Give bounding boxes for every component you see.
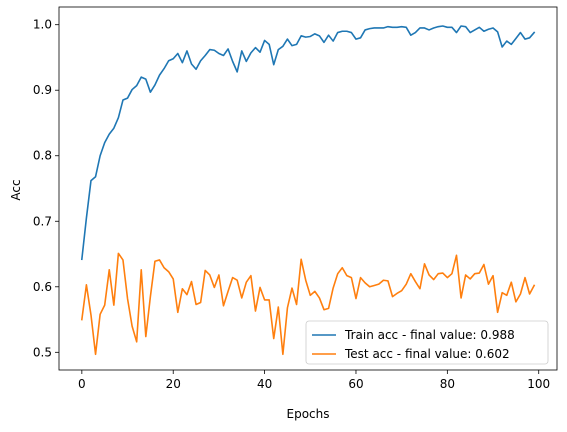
legend: Train acc - final value: 0.988 Test acc … (305, 320, 549, 365)
y-tick-label: 0.5 (33, 345, 52, 359)
x-tick-label: 80 (440, 377, 455, 391)
y-tick-label: 0.9 (33, 83, 52, 97)
y-tick-label: 1.0 (33, 18, 52, 32)
y-axis-label: Acc (9, 179, 23, 200)
plot-frame (58, 6, 558, 371)
y-tick-label: 0.7 (33, 214, 52, 228)
legend-label-train: Train acc - final value: 0.988 (344, 328, 515, 342)
x-tick-label: 20 (166, 377, 181, 391)
y-axis: 0.5 0.6 0.7 0.8 0.9 1.0 (33, 18, 59, 359)
plot-background (59, 7, 557, 370)
y-tick-label: 0.8 (33, 149, 52, 163)
x-tick-label: 40 (257, 377, 272, 391)
x-axis-label: Epochs (287, 407, 330, 421)
y-tick-label: 0.6 (33, 280, 52, 294)
x-tick-label: 100 (527, 377, 550, 391)
series-line-train (80, 25, 536, 261)
x-tick-label: 60 (348, 377, 363, 391)
x-tick-label: 0 (78, 377, 86, 391)
x-axis: 0 20 40 60 80 100 (78, 370, 550, 391)
legend-label-test: Test acc - final value: 0.602 (344, 347, 510, 361)
legend-box (305, 320, 549, 365)
series-layer (80, 25, 536, 356)
series-line-test (80, 252, 536, 356)
